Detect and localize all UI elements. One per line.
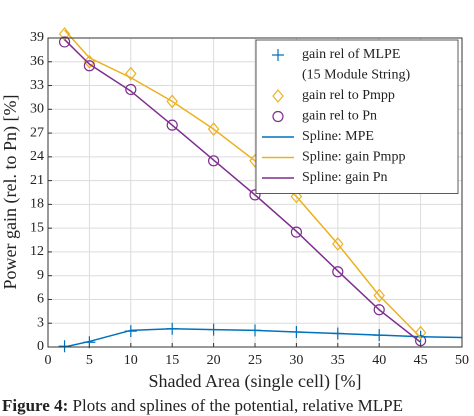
point	[125, 66, 137, 81]
y-tick-label: 3	[37, 315, 44, 330]
spline-line	[64, 29, 422, 339]
y-tick-label: 39	[30, 30, 44, 45]
y-tick-label: 15	[30, 220, 44, 235]
caption: Figure 4: Plots and splines of the poten…	[2, 396, 403, 415]
y-tick-label: 9	[37, 268, 44, 283]
y-tick-label: 12	[30, 244, 44, 259]
x-tick-label: 50	[455, 353, 469, 368]
y-tick-label: 21	[30, 173, 44, 188]
y-tick-label: 6	[37, 292, 44, 307]
point	[125, 83, 137, 96]
x-axis-label: Shaded Area (single cell) [%]	[149, 371, 362, 392]
x-tick-label: 0	[45, 353, 52, 368]
point	[332, 266, 344, 278]
y-tick-label: 24	[30, 149, 44, 164]
x-tick-label: 20	[207, 353, 221, 368]
point	[373, 304, 385, 316]
point	[208, 155, 220, 167]
legend-label: gain rel to Pn	[302, 109, 377, 124]
x-tick-label: 5	[86, 353, 93, 368]
caption-text: Plots and splines of the potential, rela…	[73, 396, 404, 415]
point	[415, 335, 427, 347]
legend-label: Spline: gain Pn	[302, 170, 388, 185]
y-tick-label: 36	[30, 54, 44, 69]
point	[272, 89, 284, 103]
legend: gain rel of MLPE (15 Module String) gain r…	[255, 39, 459, 194]
point	[272, 49, 284, 61]
x-tick-label: 40	[372, 353, 386, 368]
point	[332, 237, 344, 251]
y-tick-label: 18	[30, 197, 44, 212]
plot-frame	[47, 37, 463, 348]
point	[249, 189, 261, 201]
spline-line	[64, 39, 422, 343]
point	[290, 226, 302, 238]
legend-box	[255, 39, 459, 194]
point	[166, 119, 178, 131]
legend-label: Spline: gain Pmpp	[302, 150, 405, 165]
x-tick-label: 15	[165, 353, 179, 368]
y-tick-label: 27	[30, 125, 44, 140]
x-tick-label: 35	[331, 353, 345, 368]
y-axis-label: Power gain (rel. to Pn) [%]	[0, 95, 21, 290]
spline-line	[64, 328, 463, 348]
legend-label: gain rel to Pmpp	[302, 88, 395, 103]
y-tick-label: 33	[30, 78, 44, 93]
legend-label: Spline: MPE	[302, 129, 374, 144]
legend-label: (15 Module String)	[302, 68, 410, 83]
point	[272, 110, 284, 123]
x-tick-label: 30	[289, 353, 303, 368]
x-tick-label: 25	[248, 353, 262, 368]
point	[373, 288, 385, 303]
y-tick-label: 0	[37, 339, 44, 354]
x-tick-label: 10	[124, 353, 138, 368]
legend-label: gain rel of MLPE	[302, 47, 400, 62]
point	[58, 36, 71, 48]
caption-label: Figure 4:	[2, 396, 68, 415]
y-tick-label: 30	[30, 102, 44, 117]
x-tick-label: 45	[414, 353, 428, 368]
point	[83, 60, 96, 72]
point	[414, 325, 427, 340]
